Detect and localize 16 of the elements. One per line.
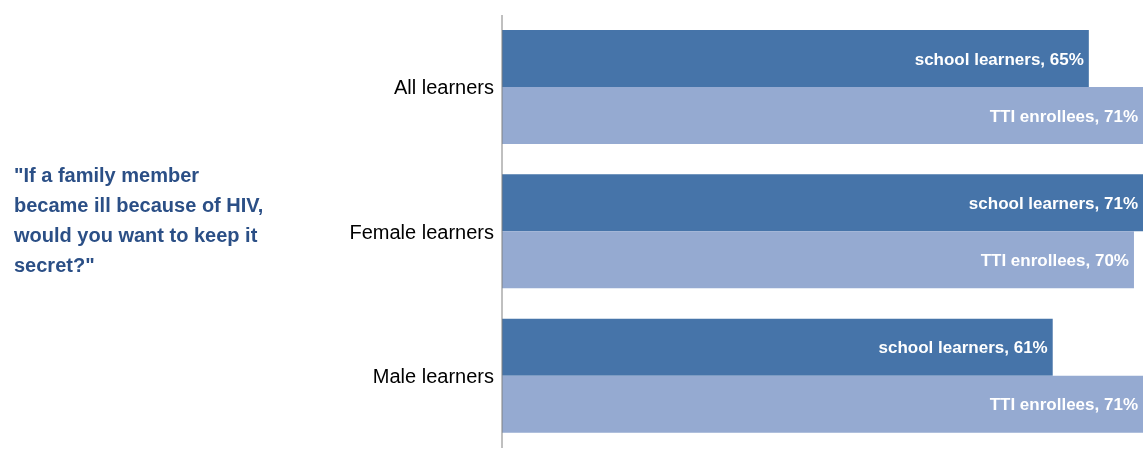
- data-label: TTI enrollees, 70%: [980, 250, 1129, 270]
- bar: [502, 174, 1143, 232]
- bar: [502, 318, 1053, 376]
- y-tick-label: Female learners: [349, 220, 494, 243]
- data-label: TTI enrollees, 71%: [989, 106, 1138, 126]
- data-label: TTI enrollees, 71%: [989, 395, 1138, 415]
- bar: [502, 375, 1143, 433]
- y-tick-label: Male learners: [372, 364, 494, 387]
- y-tick-label: All learners: [393, 76, 494, 99]
- bar: [502, 87, 1143, 144]
- bar: [502, 231, 1134, 289]
- text: "If a family member became ill because of HIV, would you want to keep it secret?": [14, 163, 265, 278]
- data-label: school learners, 65%: [914, 49, 1084, 69]
- bar: [502, 30, 1089, 87]
- data-label: school learners, 61%: [878, 338, 1048, 358]
- data-label: school learners, 71%: [968, 193, 1138, 213]
